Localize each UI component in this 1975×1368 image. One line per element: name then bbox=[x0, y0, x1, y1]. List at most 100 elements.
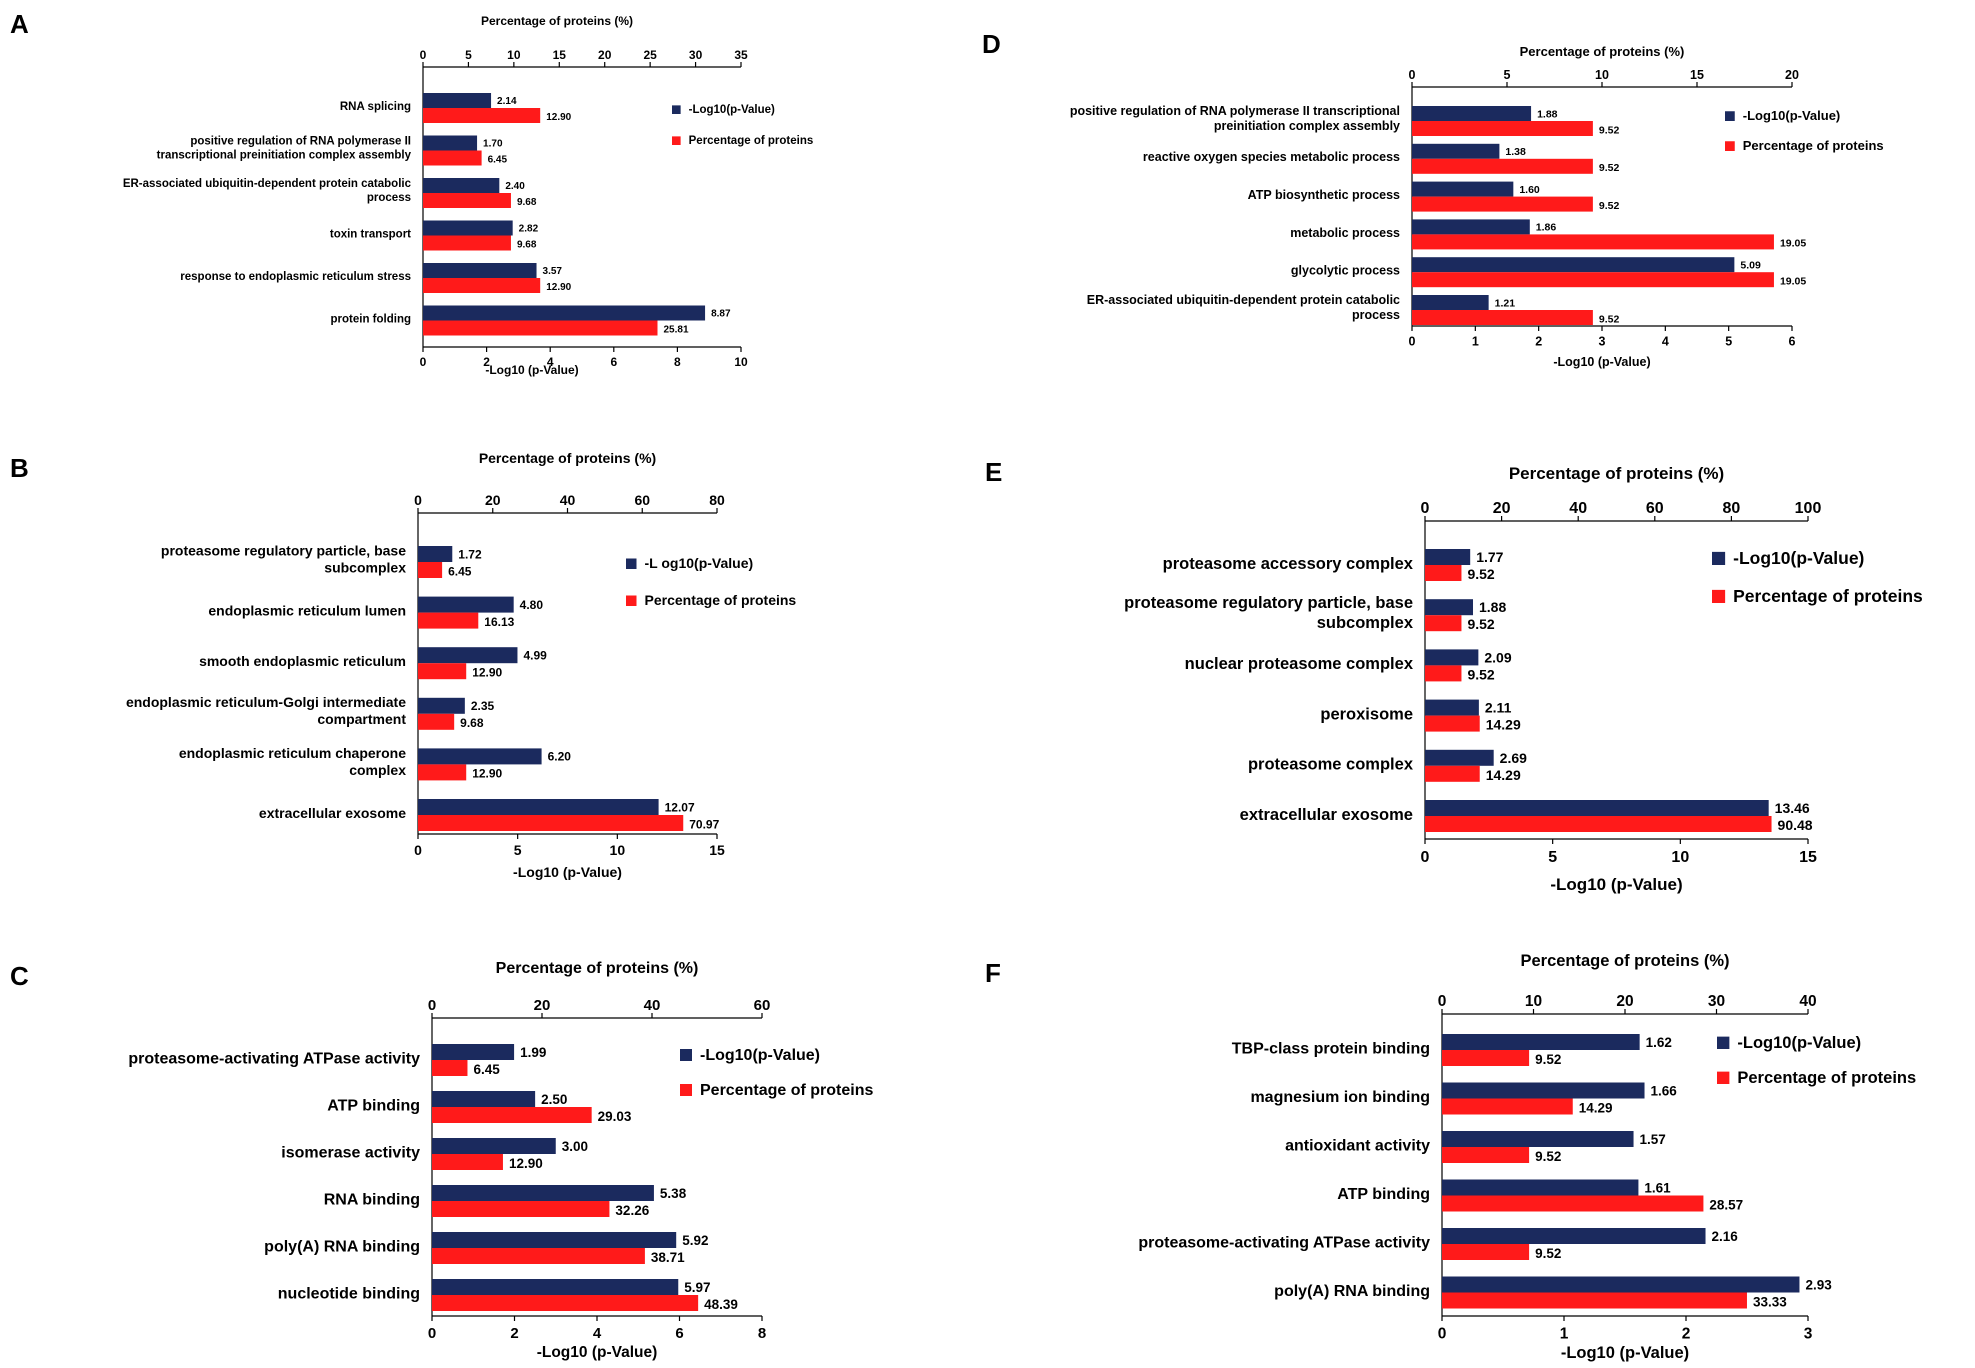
bar-value-label: 6.45 bbox=[448, 564, 472, 578]
legend-label: Percentage of proteins bbox=[689, 135, 814, 147]
category-label: metabolic process bbox=[1290, 226, 1400, 240]
bar-neglog10 bbox=[1412, 181, 1514, 197]
bottom-tick-label: 2 bbox=[1682, 1326, 1691, 1343]
bottom-tick-label: 0 bbox=[428, 1325, 436, 1342]
bar-value-label: 38.71 bbox=[651, 1250, 685, 1265]
bar-percentage bbox=[432, 1295, 699, 1311]
bar-value-label: 1.61 bbox=[1644, 1180, 1671, 1195]
bar-value-label: 12.90 bbox=[509, 1156, 543, 1171]
bar-value-label: 1.66 bbox=[1651, 1083, 1678, 1098]
bar-value-label: 1.77 bbox=[1476, 549, 1503, 565]
bar-value-label: 4.80 bbox=[520, 598, 544, 612]
legend-label: -L og10(p-Value) bbox=[645, 555, 754, 571]
bar-value-label: 14.29 bbox=[1486, 717, 1521, 733]
bar-percentage bbox=[432, 1154, 503, 1170]
bar-neglog10 bbox=[423, 305, 706, 321]
top-tick-label: 40 bbox=[644, 997, 661, 1014]
legend-swatch-neglog10 bbox=[1717, 1036, 1730, 1049]
bar-percentage bbox=[1412, 310, 1593, 325]
panel-b: B Percentage of proteins (%) 0 20 40 60 80 0 5 10… bbox=[10, 450, 796, 880]
bar-percentage bbox=[418, 764, 467, 781]
top-tick-label: 100 bbox=[1795, 500, 1822, 517]
top-tick-label: 15 bbox=[1690, 68, 1704, 82]
bar-percentage bbox=[423, 235, 511, 251]
panel-letter: A bbox=[10, 9, 29, 39]
category-label: ATP binding bbox=[1337, 1186, 1430, 1203]
top-tick-label: 20 bbox=[1493, 500, 1511, 517]
bar-neglog10 bbox=[418, 697, 465, 714]
bar-percentage bbox=[1442, 1098, 1573, 1115]
bar-percentage bbox=[1412, 121, 1593, 136]
bar-value-label: 6.45 bbox=[488, 155, 508, 166]
category-label: endoplasmic reticulum-Golgi intermediate bbox=[126, 694, 406, 710]
bar-neglog10 bbox=[1412, 106, 1532, 121]
bar-value-label: 16.13 bbox=[484, 615, 514, 629]
bar-value-label: 9.68 bbox=[517, 240, 537, 251]
panel-a: A Percentage of proteins (%)0 5 10 15 20 25 30 3… bbox=[10, 9, 813, 377]
bar-value-label: 2.11 bbox=[1485, 700, 1512, 716]
bar-value-label: 32.26 bbox=[615, 1203, 649, 1218]
bar-neglog10 bbox=[432, 1091, 536, 1107]
category-label: transcriptional preinitiation complex as… bbox=[157, 150, 412, 162]
bar-percentage bbox=[1412, 234, 1774, 250]
bar-percentage bbox=[418, 713, 455, 730]
legend-swatch-neglog10 bbox=[672, 105, 681, 114]
bar-value-label: 3.00 bbox=[562, 1139, 588, 1154]
bar-percentage bbox=[418, 562, 443, 578]
legend-label: -Log10(p-Value) bbox=[1737, 1034, 1861, 1052]
top-tick-label: 30 bbox=[1708, 993, 1725, 1010]
bar-neglog10 bbox=[1425, 599, 1474, 616]
bar-value-label: 1.38 bbox=[1505, 146, 1526, 158]
bottom-tick-label: 15 bbox=[709, 842, 725, 858]
category-label: proteasome-activating ATPase activity bbox=[128, 1051, 420, 1068]
category-label: isomerase activity bbox=[281, 1145, 420, 1162]
bar-neglog10 bbox=[423, 178, 500, 193]
bar-neglog10 bbox=[432, 1185, 654, 1201]
bar-neglog10 bbox=[1425, 549, 1471, 565]
top-tick-label: 20 bbox=[534, 997, 551, 1014]
bottom-tick-label: 4 bbox=[1662, 335, 1669, 349]
category-label: subcomplex bbox=[1317, 614, 1414, 632]
bar-percentage bbox=[1412, 272, 1774, 288]
x-axis-label: -Log10 (p-Value) bbox=[1561, 1344, 1689, 1362]
bar-percentage bbox=[1442, 1244, 1530, 1260]
bar-value-label: 5.09 bbox=[1740, 259, 1761, 271]
bottom-tick-label: 6 bbox=[1789, 335, 1796, 349]
x-axis-label: -Log10 (p-Value) bbox=[1553, 355, 1650, 369]
bar-neglog10 bbox=[432, 1138, 556, 1154]
top-tick-label: 0 bbox=[1438, 993, 1447, 1010]
bottom-tick-label: 10 bbox=[1671, 849, 1689, 866]
category-label: ER-associated ubiquitin-dependent protei… bbox=[1087, 293, 1400, 307]
top-tick-label: 60 bbox=[634, 492, 650, 508]
category-label: process bbox=[367, 192, 411, 204]
bar-value-label: 5.92 bbox=[682, 1233, 708, 1248]
bar-neglog10 bbox=[418, 799, 659, 815]
x-axis-label: -Log10 (p-Value) bbox=[485, 363, 578, 377]
bar-value-label: 4.99 bbox=[523, 649, 547, 663]
legend-label: Percentage of proteins bbox=[1733, 586, 1923, 606]
bar-percentage bbox=[1442, 1195, 1704, 1212]
bar-neglog10 bbox=[423, 220, 513, 236]
top-tick-label: 5 bbox=[465, 48, 472, 62]
bottom-tick-label: 5 bbox=[1725, 335, 1732, 349]
bar-percentage bbox=[1425, 765, 1480, 782]
top-tick-label: 80 bbox=[1723, 500, 1741, 517]
bottom-tick-label: 0 bbox=[1421, 849, 1430, 866]
bar-neglog10 bbox=[423, 93, 492, 108]
category-label: TBP-class protein binding bbox=[1232, 1041, 1430, 1058]
top-tick-label: 0 bbox=[1409, 68, 1416, 82]
legend-label: -Log10(p-Value) bbox=[1743, 108, 1841, 123]
bar-value-label: 70.97 bbox=[689, 817, 719, 831]
bar-neglog10 bbox=[1442, 1276, 1800, 1293]
bar-value-label: 12.90 bbox=[472, 666, 502, 680]
legend-swatch-percentage bbox=[626, 595, 637, 606]
category-label: ATP binding bbox=[327, 1098, 420, 1115]
category-label: process bbox=[1352, 308, 1400, 322]
legend-swatch-percentage bbox=[1725, 141, 1735, 151]
top-tick-label: 40 bbox=[560, 492, 576, 508]
bar-neglog10 bbox=[432, 1044, 515, 1060]
bar-value-label: 2.93 bbox=[1805, 1277, 1832, 1292]
bar-value-label: 9.52 bbox=[1535, 1246, 1561, 1261]
bar-neglog10 bbox=[1425, 649, 1479, 666]
top-tick-label: 20 bbox=[1616, 993, 1633, 1010]
